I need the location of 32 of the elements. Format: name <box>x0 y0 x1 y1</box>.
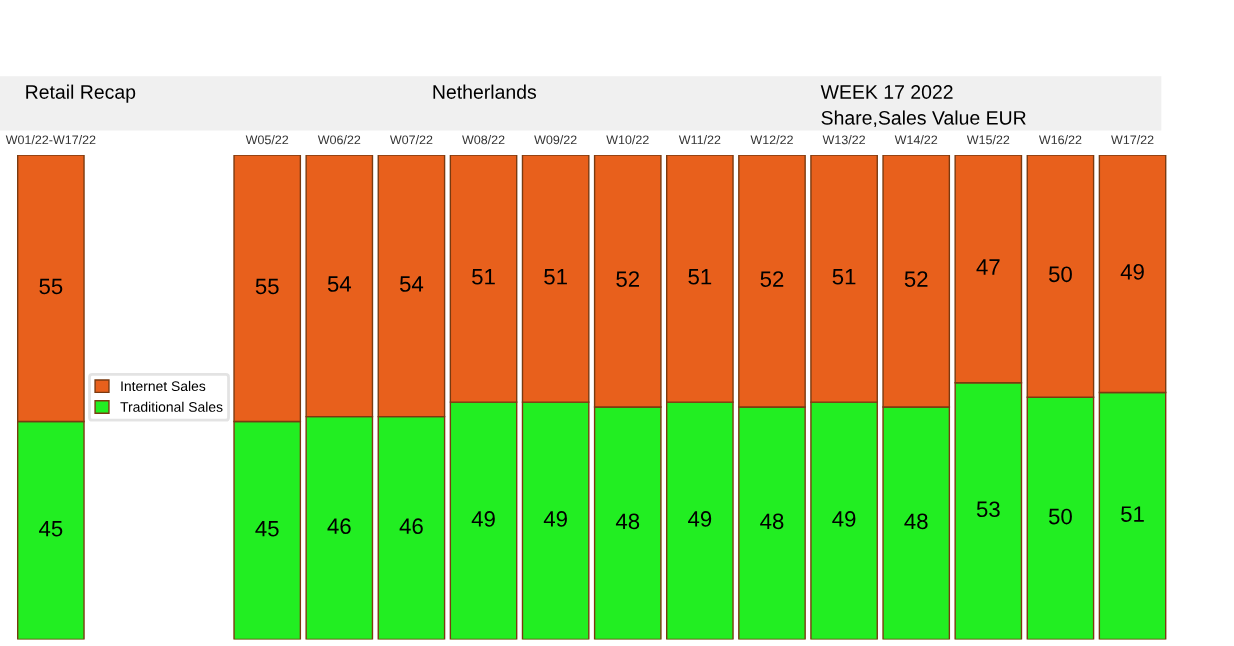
data-label: 45 <box>39 520 63 537</box>
data-label: 50 <box>1048 266 1072 283</box>
chart-title: Retail Recap <box>26 84 136 103</box>
data-label: 48 <box>760 513 784 530</box>
data-label: 55 <box>255 278 279 295</box>
data-label: 49 <box>1120 263 1144 280</box>
text: Share,Sales Value EUR <box>821 110 1026 128</box>
data-label: 54 <box>327 276 352 292</box>
data-label: 49 <box>832 511 856 527</box>
data-label: 51 <box>544 269 567 285</box>
text: Netherlands <box>433 84 537 99</box>
data-label: 51 <box>1121 506 1144 522</box>
text: WEEK 17 2022 <box>820 85 953 99</box>
data-label: 51 <box>472 269 495 285</box>
data-label: 47 <box>976 259 1000 275</box>
data-label: 51 <box>832 269 856 285</box>
data-label: 48 <box>904 513 928 530</box>
data-label: 54 <box>399 276 424 292</box>
data-label: 49 <box>471 511 495 527</box>
data-label: 45 <box>255 520 279 537</box>
data-label: 49 <box>543 511 567 527</box>
data-label: 55 <box>39 278 63 295</box>
data-label: 51 <box>688 269 712 285</box>
data-label: 52 <box>904 271 928 287</box>
data-label: 52 <box>616 271 639 287</box>
data-label: 48 <box>615 513 640 530</box>
data-label: 52 <box>760 271 784 287</box>
data-label: 49 <box>688 511 712 527</box>
data-label: 50 <box>1048 508 1072 525</box>
data-label: 53 <box>976 501 1000 518</box>
data-label: 46 <box>399 518 423 535</box>
data-label: 46 <box>327 518 351 535</box>
